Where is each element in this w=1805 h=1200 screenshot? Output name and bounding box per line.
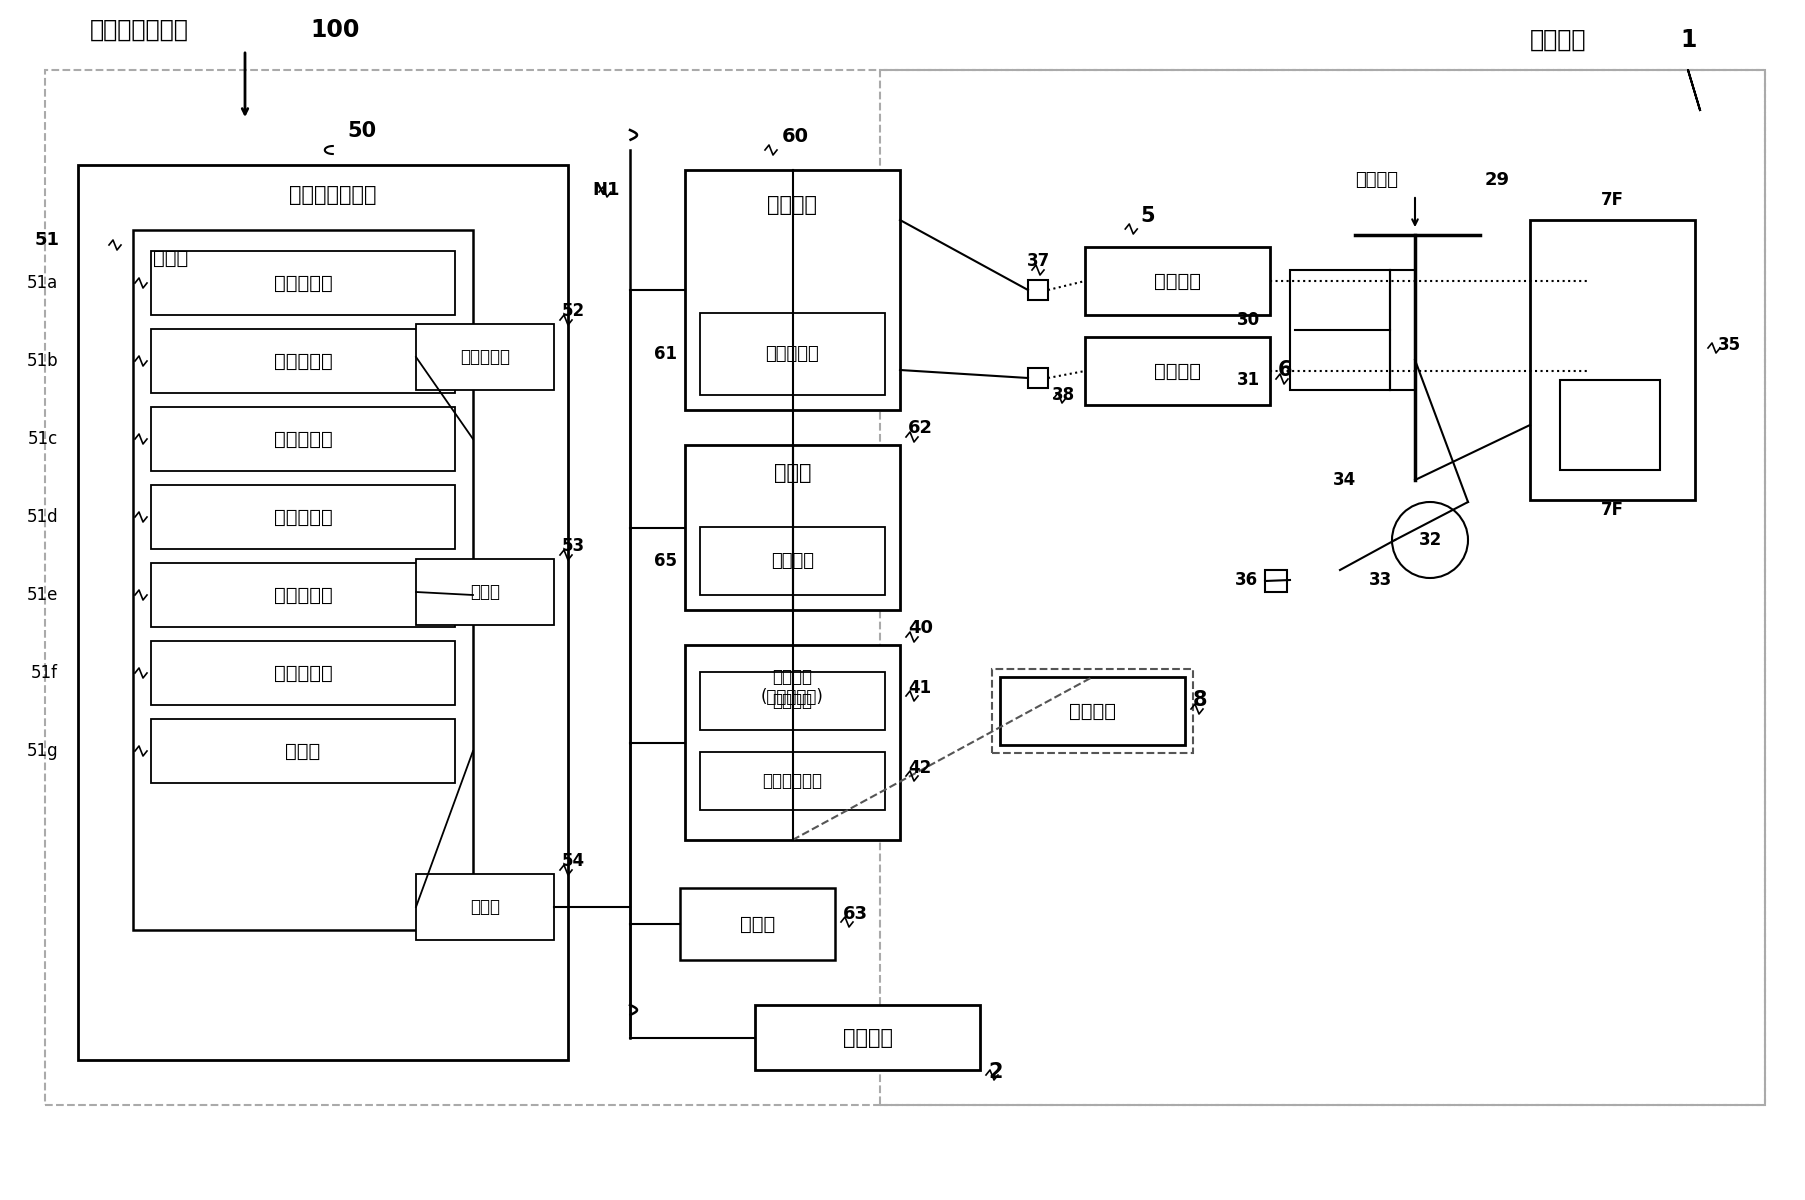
Text: 农作业支援装置: 农作业支援装置 <box>289 185 377 205</box>
Bar <box>1085 247 1271 314</box>
Bar <box>700 672 884 730</box>
Text: 操舵装置: 操舵装置 <box>1356 170 1399 188</box>
Bar <box>152 329 455 392</box>
Text: 100: 100 <box>310 18 359 42</box>
Text: 定位装置
(位置检测部): 定位装置 (位置检测部) <box>762 667 823 707</box>
Text: 51: 51 <box>34 230 60 248</box>
Bar <box>700 752 884 810</box>
Text: 接收装置: 接收装置 <box>773 692 812 710</box>
Text: 通知部: 通知部 <box>285 742 321 761</box>
Text: 60: 60 <box>782 127 809 146</box>
Bar <box>881 70 1765 1105</box>
Text: 51b: 51b <box>27 352 58 370</box>
Text: 7F: 7F <box>1601 191 1623 209</box>
Text: N1: N1 <box>592 181 619 199</box>
Bar <box>680 888 836 960</box>
Bar <box>1265 570 1287 592</box>
Text: 6: 6 <box>1278 360 1292 380</box>
Text: 51c: 51c <box>27 430 58 448</box>
Bar <box>686 646 901 840</box>
Text: 40: 40 <box>908 619 933 637</box>
Text: 51f: 51f <box>31 664 58 682</box>
Text: 62: 62 <box>908 419 933 437</box>
Text: 通信部: 通信部 <box>469 898 500 916</box>
Text: 51a: 51a <box>27 274 58 292</box>
Text: 农业机械: 农业机械 <box>1531 28 1587 52</box>
Text: 2: 2 <box>987 1062 1002 1082</box>
Text: 显示操作部: 显示操作部 <box>460 348 511 366</box>
Bar <box>1531 220 1695 500</box>
Text: 51d: 51d <box>27 508 58 526</box>
Bar <box>152 641 455 704</box>
Text: 变速装置: 变速装置 <box>1153 271 1200 290</box>
Text: 控制装置: 控制装置 <box>767 194 818 215</box>
Bar <box>152 251 455 314</box>
Bar <box>152 563 455 626</box>
Bar <box>415 874 554 940</box>
Text: 线路制作部: 线路制作部 <box>274 430 332 449</box>
Bar <box>1291 270 1390 390</box>
Bar <box>152 485 455 550</box>
Text: 29: 29 <box>1486 170 1511 188</box>
Text: 5: 5 <box>1141 206 1155 226</box>
Text: 53: 53 <box>561 538 585 554</box>
Text: 38: 38 <box>1052 386 1074 404</box>
Text: 升降装置: 升降装置 <box>1069 702 1115 720</box>
Text: 42: 42 <box>908 758 931 778</box>
Text: 65: 65 <box>653 552 677 570</box>
Text: 34: 34 <box>1334 470 1357 490</box>
Bar <box>700 527 884 595</box>
Text: 7F: 7F <box>1601 502 1623 518</box>
Text: 31: 31 <box>1236 371 1260 389</box>
Bar <box>1085 337 1271 404</box>
Text: 33: 33 <box>1368 571 1392 589</box>
Text: 51e: 51e <box>27 586 58 604</box>
Bar <box>415 324 554 390</box>
Bar <box>78 164 569 1060</box>
Bar <box>1029 368 1049 388</box>
Bar <box>686 170 901 410</box>
Text: 35: 35 <box>1718 336 1742 354</box>
Text: 8: 8 <box>1193 690 1208 710</box>
Text: 田地登记部: 田地登记部 <box>274 274 332 293</box>
Text: 32: 32 <box>1419 530 1442 550</box>
Bar <box>152 407 455 470</box>
Text: 54: 54 <box>561 852 585 870</box>
Text: 存储部: 存储部 <box>469 583 500 601</box>
Text: 1: 1 <box>1680 28 1697 52</box>
Text: 37: 37 <box>1027 252 1051 270</box>
Text: 41: 41 <box>908 679 931 697</box>
Text: 30: 30 <box>1236 311 1260 329</box>
Text: 轨迹运算部: 轨迹运算部 <box>274 508 332 527</box>
Bar <box>415 559 554 625</box>
Bar <box>1560 380 1661 470</box>
Text: 余量运算部: 余量运算部 <box>274 586 332 605</box>
Text: 自动控制部: 自动控制部 <box>765 346 819 362</box>
Text: 51g: 51g <box>27 742 58 760</box>
Text: 农作业支援系统: 农作业支援系统 <box>90 18 190 42</box>
Text: 50: 50 <box>348 121 377 140</box>
Text: 操作部: 操作部 <box>774 463 810 482</box>
Text: 补给设定部: 补给设定部 <box>274 664 332 683</box>
Bar <box>993 670 1193 754</box>
Text: 区域设定部: 区域设定部 <box>274 352 332 371</box>
Text: 惯性测量装置: 惯性测量装置 <box>762 772 823 790</box>
Bar <box>1029 280 1049 300</box>
Text: 警报部: 警报部 <box>740 914 774 934</box>
Text: 控制部: 控制部 <box>153 248 188 268</box>
Bar <box>45 70 1765 1105</box>
Bar <box>152 719 455 782</box>
Bar <box>1000 677 1186 745</box>
Bar <box>754 1006 980 1070</box>
Text: 制动装置: 制动装置 <box>1153 361 1200 380</box>
Text: 52: 52 <box>561 302 585 320</box>
Text: 作业装置: 作业装置 <box>843 1027 892 1048</box>
Bar <box>700 313 884 395</box>
Bar <box>134 230 473 930</box>
Text: 61: 61 <box>653 346 677 362</box>
Text: 模式开关: 模式开关 <box>771 552 814 570</box>
Bar <box>686 445 901 610</box>
Text: 36: 36 <box>1235 571 1258 589</box>
Text: 63: 63 <box>843 905 868 923</box>
